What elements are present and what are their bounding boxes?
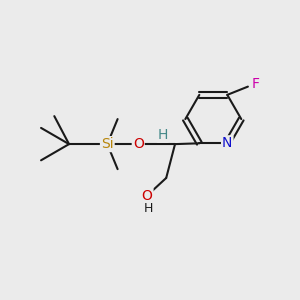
Text: H: H <box>143 202 153 214</box>
Text: O: O <box>133 137 144 151</box>
Text: Si: Si <box>101 137 114 151</box>
Text: H: H <box>158 128 168 142</box>
Text: F: F <box>252 77 260 91</box>
Text: N: N <box>222 136 232 150</box>
Text: O: O <box>142 189 152 202</box>
